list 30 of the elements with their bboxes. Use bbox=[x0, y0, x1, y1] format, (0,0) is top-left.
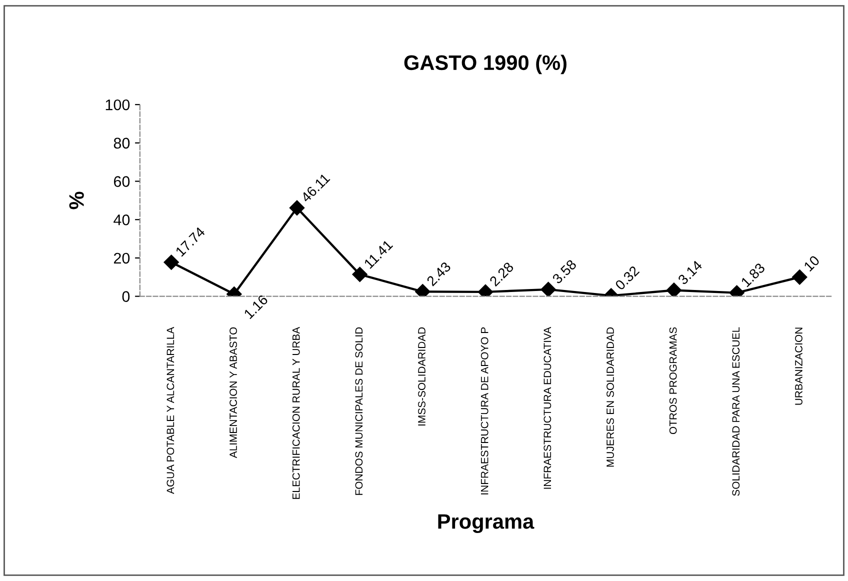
data-label: 3.58 bbox=[552, 259, 577, 284]
x-tick-label: MUJERES EN SOLIDARIDAD bbox=[606, 327, 614, 467]
x-tick-label: SOLIDARIDAD PARA UNA ESCUEL bbox=[732, 327, 740, 496]
point bbox=[164, 254, 179, 270]
y-tick-label: 40 bbox=[114, 214, 130, 226]
x-tick-label: INFRAESTRUCTURA DE APOYO P bbox=[480, 327, 488, 494]
y-tick-label: 60 bbox=[114, 176, 130, 187]
chart-title: GASTO 1990 (%) bbox=[404, 54, 566, 74]
x-tick-label: ALIMENTACION Y ABASTO bbox=[230, 327, 237, 458]
x-axis-title: Programa bbox=[438, 514, 534, 534]
x-tick-label: ELECTRIFICACION RURAL Y URBA bbox=[292, 326, 300, 499]
data-label: 10 bbox=[803, 254, 820, 272]
y-axis-title: % bbox=[69, 192, 84, 210]
point bbox=[540, 282, 556, 296]
data-label: 0.32 bbox=[614, 265, 640, 291]
y-tick-label: 0 bbox=[122, 291, 130, 302]
y-tick-label: 80 bbox=[114, 138, 130, 149]
x-tick-label: IMSS-SOLIDARIDAD bbox=[418, 327, 426, 426]
x-tick-label: FONDOS MUNICIPALES DE SOLID bbox=[355, 327, 363, 495]
point bbox=[792, 270, 808, 285]
x-tick-label: URBANIZACION bbox=[795, 328, 802, 405]
y-tick-label: 20 bbox=[114, 252, 130, 264]
data-label: 3.14 bbox=[677, 260, 703, 286]
x-tick-label: OTROS PROGRAMAS bbox=[669, 327, 677, 434]
point bbox=[289, 200, 305, 216]
point bbox=[666, 282, 682, 296]
data-label: 1.16 bbox=[244, 294, 268, 320]
x-tick-label: INFRAESTRUCTURA EDUCATIVA bbox=[544, 326, 552, 489]
y-tick-label: 100 bbox=[106, 99, 130, 110]
x-tick-label: AGUA POTABLE Y ALCANTARILLA bbox=[166, 326, 174, 494]
